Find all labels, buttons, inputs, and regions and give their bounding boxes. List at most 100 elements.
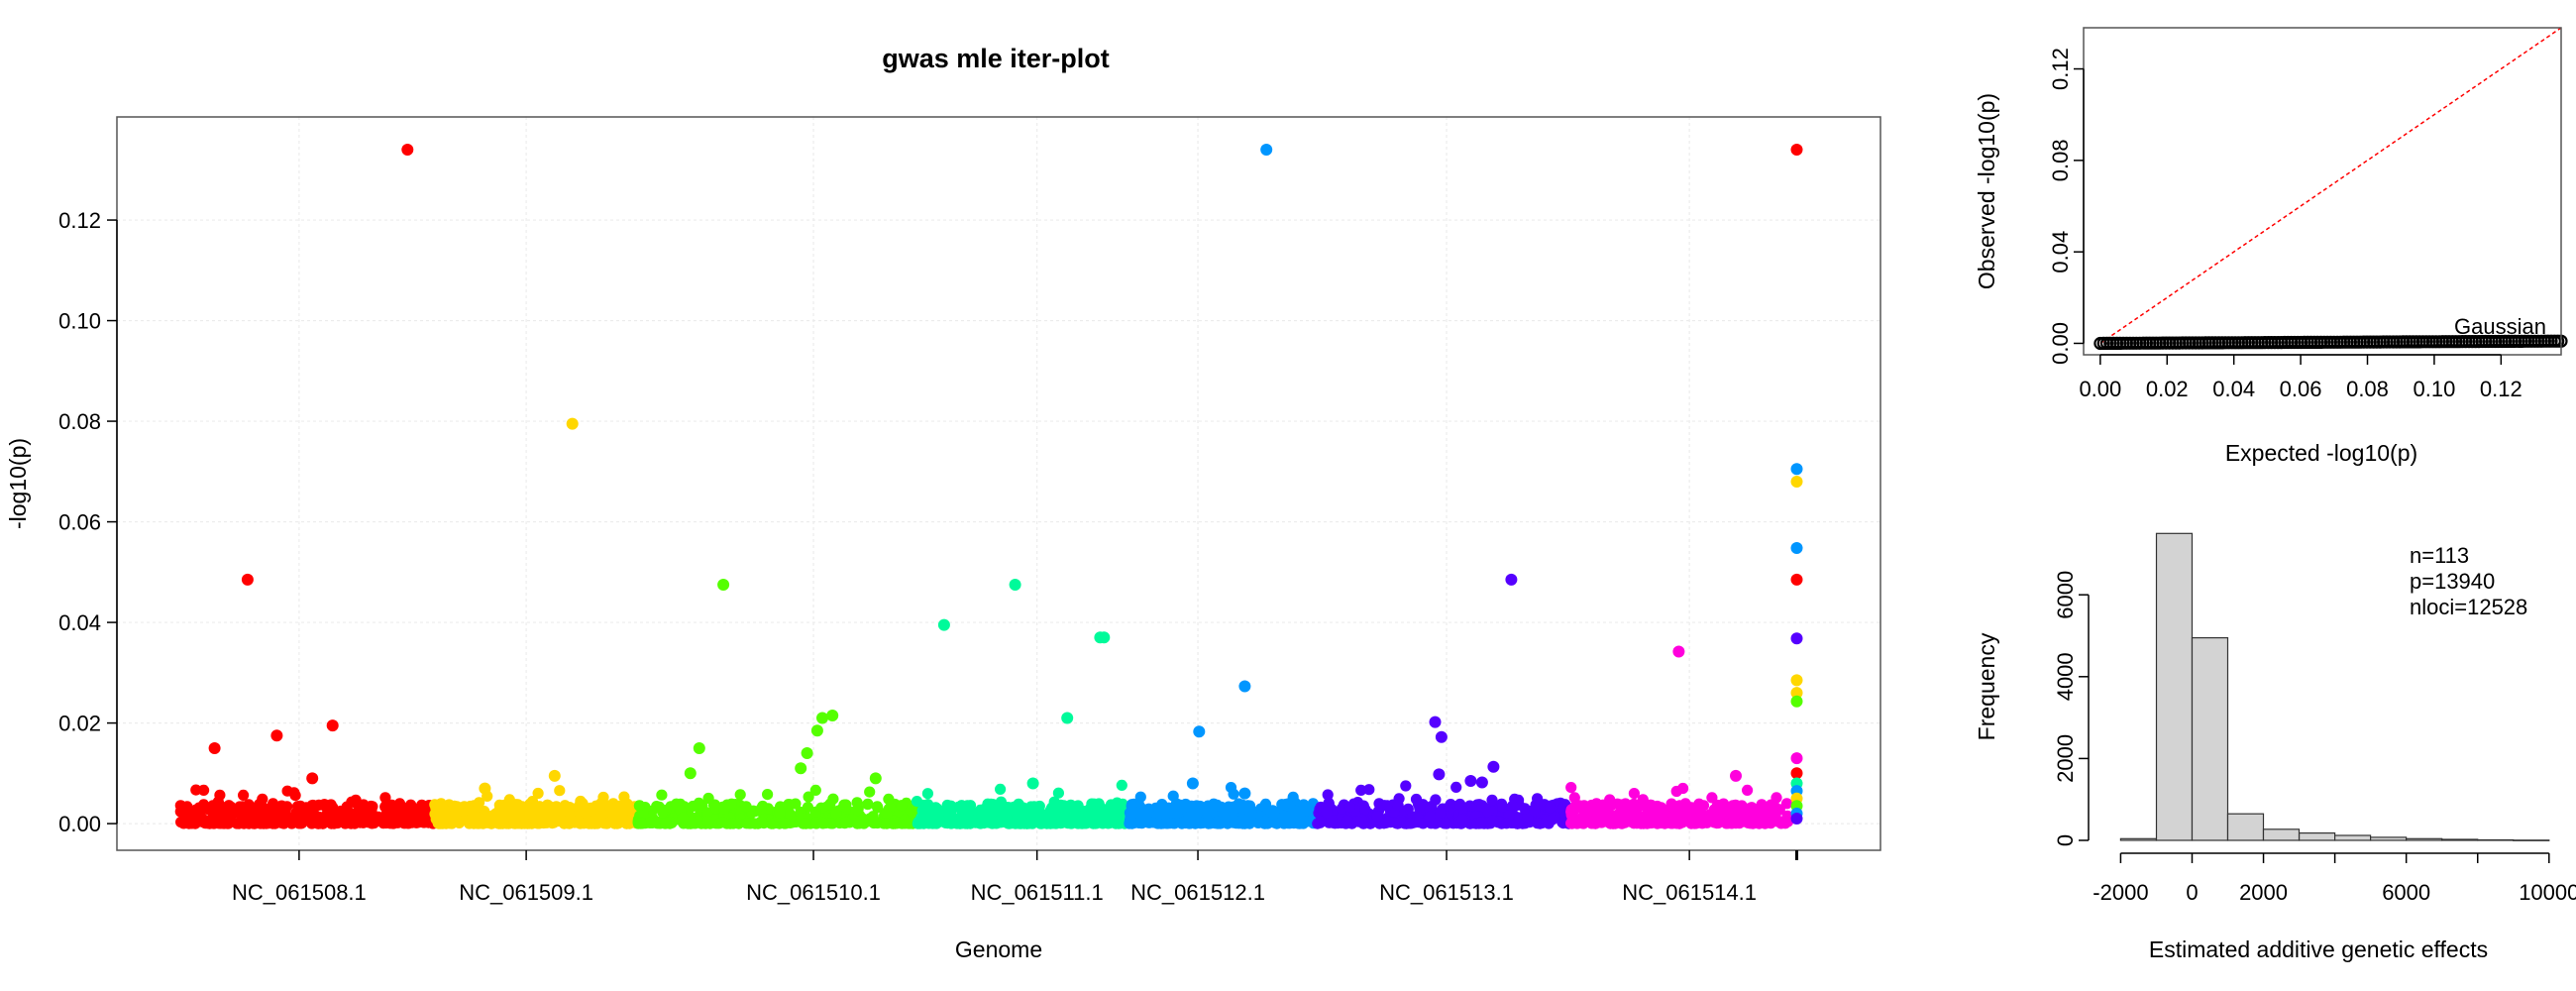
manhattan-point: [306, 772, 319, 785]
manhattan-band-point: [718, 803, 730, 815]
manhattan-band-point: [1435, 807, 1447, 819]
manhattan-band-point: [1363, 784, 1375, 796]
manhattan-y-axis: 0.00 0.02 0.04 0.06 0.08 0.10 0.12: [58, 208, 118, 836]
manhattan-point: [1061, 712, 1074, 724]
manhattan-band-point: [967, 816, 980, 828]
manhattan-band-point: [493, 814, 505, 826]
manhattan-band-point: [1529, 805, 1541, 817]
manhattan-point: [1487, 760, 1500, 773]
manhattan-band-point: [867, 811, 879, 823]
qq-x-tick-label: 0.06: [2280, 377, 2322, 401]
manhattan-band-point: [740, 801, 752, 813]
manhattan-band-point: [1475, 817, 1487, 828]
manhattan-band-point: [610, 802, 622, 814]
qq-legend-gaussian: Gaussian: [2454, 314, 2546, 339]
manhattan-band-point: [289, 790, 301, 802]
manhattan-band-point: [243, 799, 255, 811]
histogram-x-tick-label: 2000: [2239, 880, 2288, 905]
manhattan-band-point: [986, 818, 999, 829]
manhattan-band-point: [816, 817, 829, 829]
histogram-annotation-p: p=13940: [2410, 569, 2495, 594]
manhattan-band-point: [1279, 799, 1291, 811]
qq-observed-points: [2093, 334, 2568, 351]
manhattan-band-point: [1134, 791, 1146, 803]
manhattan-band-point: [644, 817, 656, 829]
manhattan-band-point: [1047, 818, 1059, 829]
histogram-x-tick-label: 10000: [2519, 880, 2576, 905]
manhattan-band-point: [1410, 793, 1423, 806]
manhattan-band-point: [1570, 817, 1582, 828]
histogram-y-tick-label: 6000: [2053, 571, 2078, 619]
manhattan-band-point: [1599, 806, 1611, 818]
qq-y-axis: 0.00 0.04 0.08 0.12: [2048, 48, 2085, 365]
qq-y-tick-label: 0.04: [2048, 231, 2073, 274]
manhattan-band-point: [1392, 799, 1404, 812]
manhattan-band-point: [1022, 818, 1034, 829]
manhattan-point: [548, 769, 561, 782]
manhattan-point: [1790, 144, 1803, 156]
manhattan-band-point: [1321, 807, 1333, 819]
manhattan-band-point: [317, 818, 329, 829]
manhattan-band-point: [1696, 814, 1708, 826]
histogram-bar: [2441, 838, 2479, 841]
manhattan-band-point: [889, 818, 901, 829]
manhattan-band-point: [883, 793, 895, 806]
manhattan-band-point: [1104, 817, 1116, 829]
manhattan-band-point: [1400, 780, 1412, 792]
manhattan-band-point: [349, 808, 361, 821]
manhattan-band-point: [1744, 804, 1756, 816]
manhattan-point: [1026, 777, 1039, 790]
manhattan-band-point: [440, 813, 452, 825]
manhattan-band-point: [198, 799, 210, 811]
qq-y-tick-label: 0.00: [2048, 322, 2073, 365]
manhattan-point: [1790, 674, 1803, 687]
manhattan-band-point: [266, 812, 277, 824]
manhattan-point: [1672, 645, 1685, 658]
histogram-bar: [2477, 838, 2515, 841]
manhattan-band-point: [190, 784, 202, 796]
manhattan-x-tick-label: NC_061512.1: [1130, 880, 1265, 905]
manhattan-band-point: [840, 817, 852, 828]
manhattan-band-point: [532, 804, 544, 816]
manhattan-band-point: [248, 818, 260, 829]
histogram-bar: [2299, 831, 2336, 841]
manhattan-band-point: [702, 792, 714, 805]
manhattan-band-point: [1450, 781, 1462, 794]
manhattan-point: [1790, 476, 1803, 488]
manhattan-band-point: [687, 800, 699, 813]
manhattan-band-point: [306, 816, 318, 828]
manhattan-x-axis: NC_061508.1 NC_061509.1 NC_061510.1 NC_0615…: [232, 850, 1798, 905]
manhattan-band-point: [435, 798, 447, 810]
manhattan-y-tick-label: 0.12: [58, 208, 101, 233]
manhattan-band-point: [1424, 811, 1436, 823]
manhattan-band-point: [633, 800, 646, 812]
manhattan-band-point: [503, 806, 515, 818]
qq-x-axis-label: Expected -log10(p): [2225, 440, 2417, 466]
manhattan-band-point: [1216, 802, 1228, 814]
manhattan-band-point: [1714, 803, 1726, 815]
manhattan-band-point: [409, 809, 421, 822]
manhattan-x-tick-label: NC_061511.1: [971, 880, 1104, 905]
manhattan-band-point: [387, 815, 399, 826]
histogram-x-axis-label: Estimated additive genetic effects: [2149, 936, 2488, 962]
manhattan-band-point: [349, 818, 361, 829]
manhattan-band-point: [541, 807, 553, 819]
manhattan-grid: [117, 117, 1880, 850]
manhattan-point: [1435, 730, 1448, 743]
manhattan-band-point: [701, 807, 713, 819]
qq-y-axis-label: Observed -log10(p): [1974, 93, 1999, 289]
manhattan-points: [208, 144, 1803, 825]
manhattan-band-point: [564, 802, 576, 814]
manhattan-band-point: [1751, 817, 1763, 828]
manhattan-band-point: [1235, 815, 1247, 826]
manhattan-band-point: [174, 800, 186, 812]
manhattan-band-point: [519, 818, 531, 829]
manhattan-band-point: [784, 808, 796, 820]
manhattan-band-point: [268, 800, 279, 812]
manhattan-band-point: [1289, 805, 1302, 818]
histogram-y-tick-label: 2000: [2053, 734, 2078, 783]
manhattan-point: [1505, 573, 1518, 586]
manhattan-y-tick-label: 0.06: [58, 510, 101, 535]
manhattan-band-point: [1152, 818, 1164, 829]
manhattan-band-point: [1390, 818, 1402, 829]
